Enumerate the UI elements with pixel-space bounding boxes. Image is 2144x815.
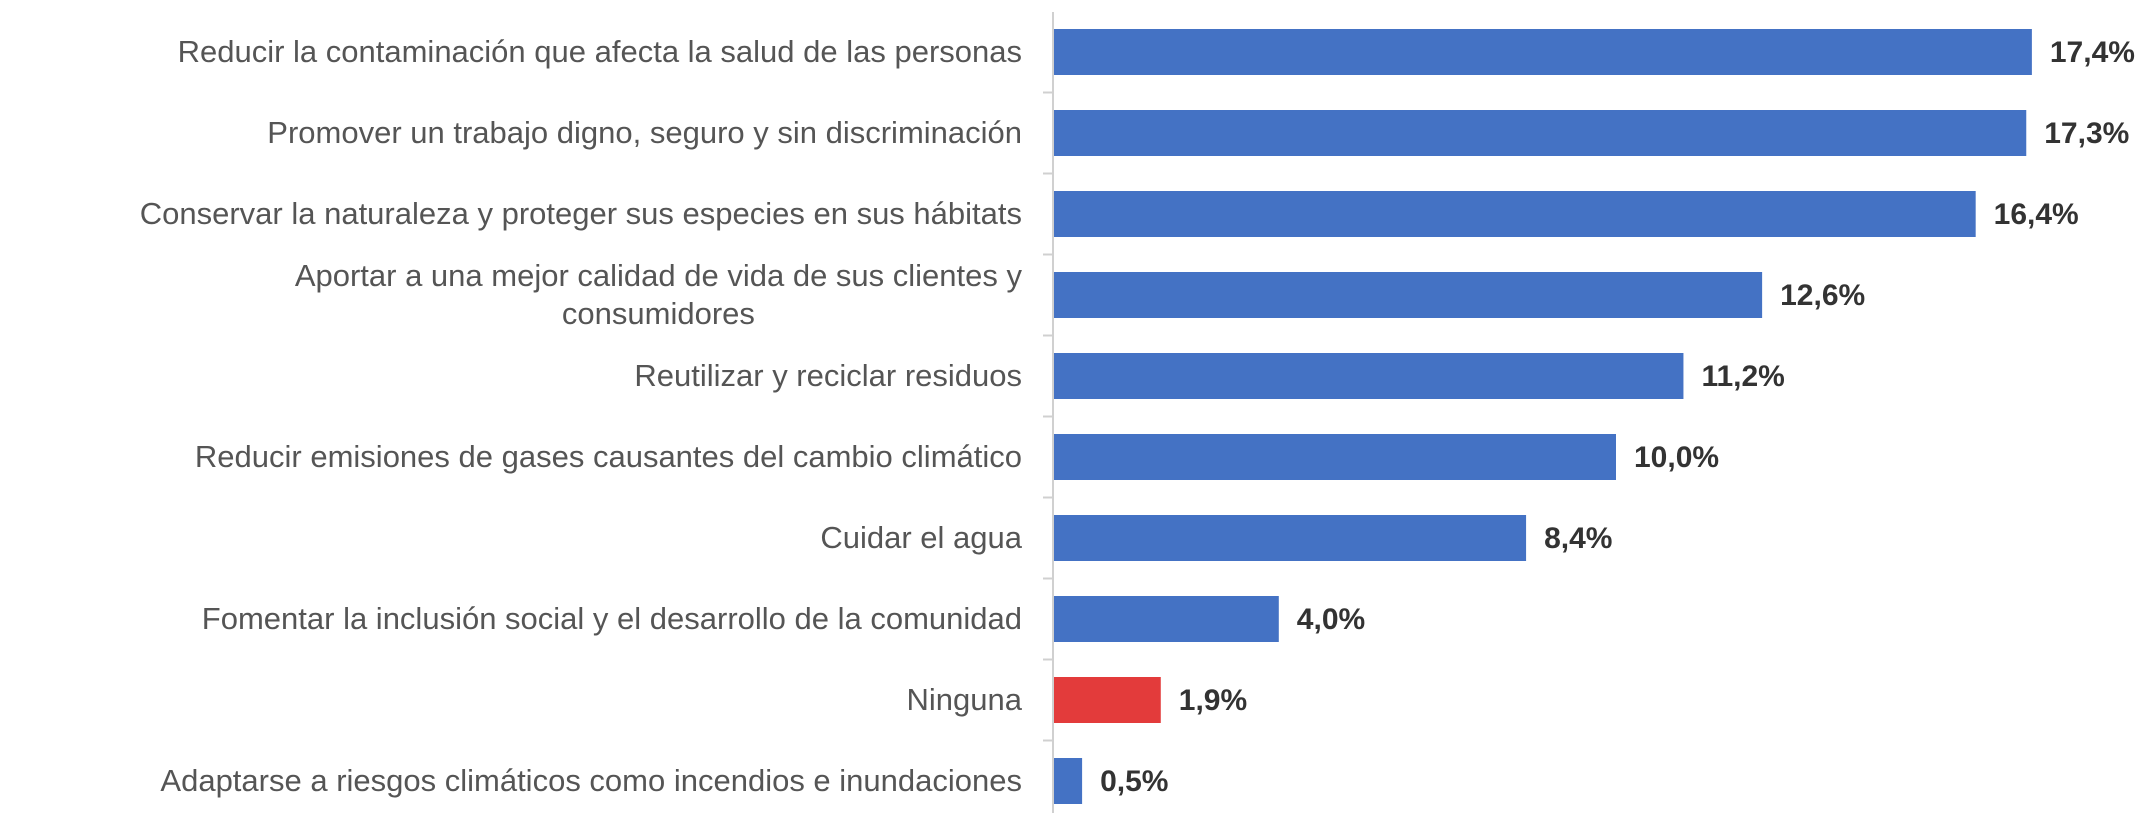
- bar: [1054, 191, 1976, 237]
- bar: [1054, 758, 1083, 804]
- bar: [1054, 29, 2032, 75]
- bar: [1054, 353, 1684, 399]
- category-label: Aportar a una mejor calidad de vida de s…: [294, 258, 1022, 331]
- category-label: Ninguna: [906, 682, 1022, 717]
- value-label: 11,2%: [1701, 360, 1784, 393]
- category-label: Reducir la contaminación que afecta la s…: [177, 34, 1022, 69]
- value-label: 17,4%: [2050, 36, 2135, 69]
- value-label: 16,4%: [1994, 198, 2079, 231]
- value-label: 12,6%: [1780, 279, 1865, 312]
- value-label: 1,9%: [1179, 684, 1247, 717]
- value-label: 8,4%: [1544, 522, 1612, 555]
- category-label: Reutilizar y reciclar residuos: [634, 358, 1022, 393]
- value-label: 4,0%: [1297, 603, 1365, 636]
- bar: [1054, 515, 1527, 561]
- category-label: Cuidar el agua: [820, 520, 1022, 555]
- bar: [1054, 272, 1763, 318]
- value-label: 17,3%: [2044, 117, 2129, 150]
- bar: [1054, 677, 1161, 723]
- bar: [1054, 434, 1616, 480]
- category-label: Conservar la naturaleza y proteger sus e…: [139, 196, 1022, 231]
- category-label: Reducir emisiones de gases causantes del…: [194, 439, 1022, 474]
- category-label: Promover un trabajo digno, seguro y sin …: [267, 115, 1022, 150]
- bar: [1054, 596, 1279, 642]
- value-label: 10,0%: [1634, 441, 1719, 474]
- bar: [1054, 110, 2027, 156]
- category-label: Fomentar la inclusión social y el desarr…: [201, 601, 1022, 636]
- value-label: 0,5%: [1100, 765, 1168, 798]
- category-label: Adaptarse a riesgos climáticos como ince…: [160, 763, 1022, 798]
